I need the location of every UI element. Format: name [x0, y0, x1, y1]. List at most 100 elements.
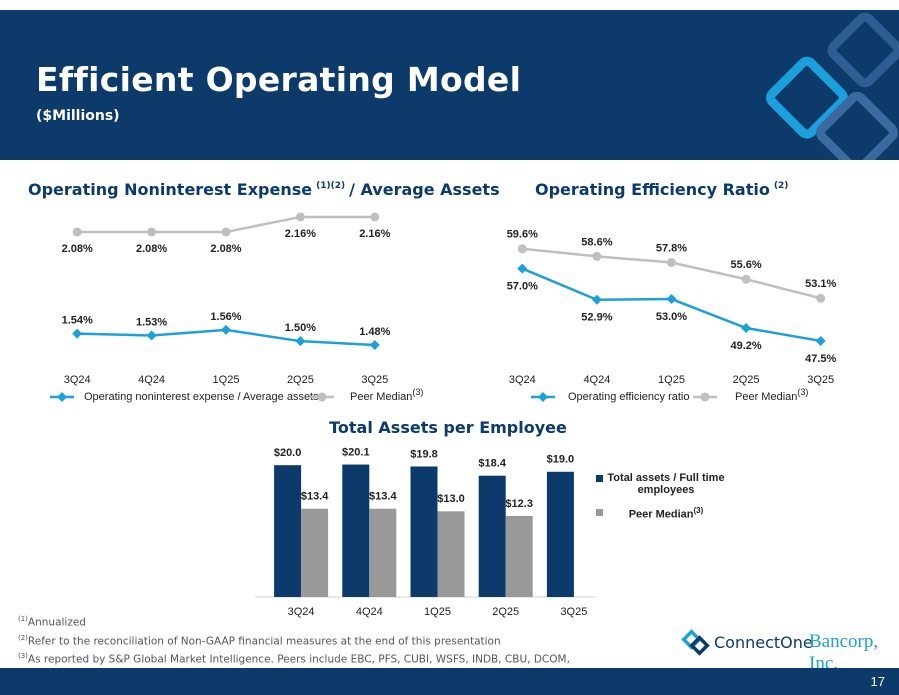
footnote-text: Annualized — [27, 616, 86, 629]
legend-item: Peer Median(3) — [596, 506, 726, 521]
legend-item: Total assets / Full time employees — [596, 472, 726, 496]
logo-mark — [681, 629, 710, 656]
data-label: $13.4 — [369, 491, 397, 503]
data-label: 59.6% — [507, 229, 538, 241]
legend-note: (3) — [797, 387, 808, 397]
bar — [410, 466, 438, 597]
x-tick-label: 3Q25 — [807, 374, 834, 386]
title-text: Operating Noninterest Expense — [28, 180, 312, 199]
x-tick-label: 4Q24 — [138, 374, 165, 386]
point — [517, 244, 527, 254]
line — [521, 267, 821, 343]
title-note: (1)(2) — [316, 181, 345, 191]
title-note: (2) — [774, 181, 789, 191]
data-label: $20.0 — [274, 447, 302, 459]
legend-note: (3) — [693, 506, 704, 515]
data-label: 2.16% — [359, 228, 390, 240]
data-label: 1.48% — [359, 326, 390, 338]
point — [221, 324, 231, 335]
bar — [437, 511, 465, 597]
data-label: 57.0% — [507, 280, 538, 292]
x-tick-label: 4Q24 — [583, 374, 610, 386]
bar — [505, 515, 533, 597]
logo: ConnectOne Bancorp, Inc. — [680, 628, 895, 674]
legend-label: Peer Median(3) — [735, 387, 808, 403]
legend-name: Peer Median — [350, 391, 412, 403]
series: 59.6% 58.6% 57.8% 55.6% 53.1% — [507, 229, 837, 303]
bar — [301, 508, 329, 597]
chart-title: Operating Efficiency Ratio (2) — [535, 180, 788, 199]
point — [666, 294, 677, 305]
x-tick-label: 4Q24 — [356, 606, 383, 618]
x-tick-label: 2Q25 — [733, 374, 760, 386]
data-label: $13.0 — [437, 493, 465, 505]
point — [369, 339, 380, 350]
point — [221, 227, 231, 237]
series: 2.08% 2.08% 2.08% 2.16% 2.16% — [62, 212, 391, 255]
bar — [342, 464, 370, 597]
point — [295, 336, 306, 347]
point — [317, 392, 327, 402]
point — [667, 257, 676, 267]
decoration — [766, 12, 899, 160]
page-number: 17 — [870, 674, 885, 689]
footnote-marker: (3) — [18, 652, 28, 660]
data-label: $13.4 — [301, 491, 329, 503]
bar — [546, 471, 574, 597]
point — [72, 328, 83, 339]
point — [517, 263, 528, 274]
data-label: 1.54% — [62, 315, 93, 327]
data-label: $18.4 — [478, 458, 506, 470]
point — [815, 335, 826, 346]
point — [146, 330, 157, 341]
bar-legend: Total assets / Full time employees Peer M… — [596, 472, 726, 531]
x-tick-label: 1Q25 — [213, 374, 240, 386]
point — [741, 274, 751, 284]
data-label: 2.08% — [210, 243, 241, 255]
data-label: 47.5% — [805, 353, 836, 365]
legend-swatch — [596, 509, 603, 516]
footnote-marker: (2) — [18, 633, 28, 642]
footer-bar: 17 — [0, 668, 899, 695]
point — [295, 212, 305, 222]
chart-title: Total Assets per Employee — [329, 418, 567, 437]
point — [370, 212, 380, 222]
x-tick-label: 3Q25 — [560, 606, 587, 618]
x-tick-label: 3Q24 — [509, 374, 536, 386]
data-label: $20.1 — [342, 446, 370, 458]
data-label: 58.6% — [581, 236, 612, 248]
point — [816, 293, 826, 303]
point — [72, 227, 82, 237]
point — [700, 392, 710, 402]
data-label: 2.08% — [136, 243, 167, 255]
legend-label: Peer Median(3) — [350, 387, 423, 403]
slide-title: Efficient Operating Model — [36, 60, 522, 99]
charts: Operating Noninterest Expense (1)(2) / Ave… — [28, 180, 837, 618]
header: Efficient Operating Model ($Millions) — [0, 10, 899, 160]
point — [591, 294, 602, 305]
data-label: 1.56% — [210, 311, 241, 323]
point — [57, 392, 67, 402]
data-label: 49.2% — [730, 340, 761, 352]
x-tick-label: 2Q25 — [492, 606, 519, 618]
chart-title: Operating Noninterest Expense (1)(2) / Ave… — [28, 180, 500, 199]
x-tick-label: 1Q25 — [424, 606, 451, 618]
title-text: Total Assets per Employee — [329, 418, 567, 437]
data-label: 1.50% — [285, 322, 316, 334]
series: 57.0% 52.9% 53.0% 49.2% 47.5% — [507, 263, 837, 365]
slide-subtitle: ($Millions) — [36, 108, 120, 124]
data-label: 1.53% — [136, 316, 167, 328]
data-label: 55.6% — [730, 259, 761, 271]
point — [147, 227, 157, 237]
data-label: 53.0% — [656, 311, 687, 323]
x-tick-label: 3Q25 — [361, 374, 388, 386]
legend-name: Peer Median — [735, 391, 797, 403]
data-label: 57.8% — [656, 242, 687, 254]
point — [538, 392, 548, 402]
legend-note: (3) — [412, 387, 423, 397]
title-end: / Average Assets — [349, 180, 500, 199]
x-tick-label: 3Q24 — [288, 606, 315, 618]
footnote: (2)Refer to the reconciliation of Non-GA… — [18, 631, 578, 650]
bar — [369, 508, 397, 597]
